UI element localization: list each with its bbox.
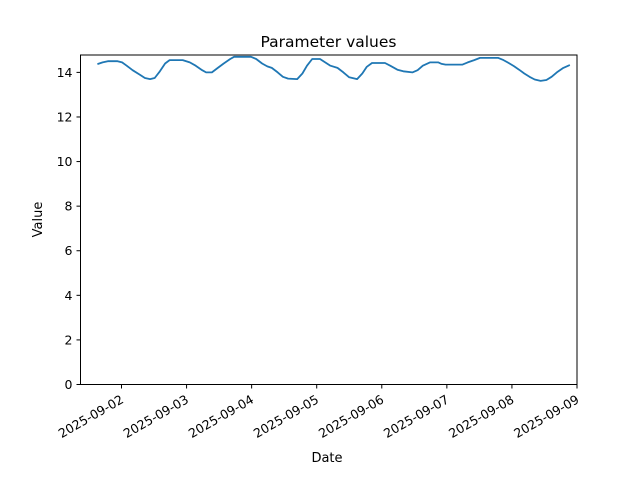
y-axis: 0 2 4 6 8 10 12 14 xyxy=(57,65,81,392)
series-line xyxy=(97,55,571,82)
y-axis-label: Value xyxy=(31,202,46,238)
x-axis: 2025-09-022025-09-032025-09-042025-09-05… xyxy=(56,384,582,441)
x-tick-label: 2025-09-08 xyxy=(446,392,516,441)
y-tick-label: 10 xyxy=(57,154,73,169)
x-tick-label: 2025-09-04 xyxy=(186,392,256,441)
x-tick-label: 2025-09-05 xyxy=(251,392,321,441)
y-tick-label: 14 xyxy=(57,65,73,80)
chart-title: Parameter values xyxy=(261,33,397,51)
y-tick-label: 4 xyxy=(65,288,73,303)
y-tick-label: 2 xyxy=(65,332,73,347)
y-tick-label: 0 xyxy=(65,377,73,392)
x-tick-label: 2025-09-06 xyxy=(316,392,386,441)
plot-area-border xyxy=(80,54,578,385)
y-tick-label: 6 xyxy=(65,243,73,258)
y-tick-label: 12 xyxy=(57,109,73,124)
x-tick-label: 2025-09-02 xyxy=(56,392,126,441)
x-tick-label: 2025-09-07 xyxy=(381,392,451,441)
x-tick-label: 2025-09-09 xyxy=(511,392,581,441)
data-series xyxy=(97,55,571,82)
x-axis-label: Date xyxy=(311,451,342,466)
x-tick-label: 2025-09-03 xyxy=(121,392,191,441)
y-tick-label: 8 xyxy=(65,199,73,214)
